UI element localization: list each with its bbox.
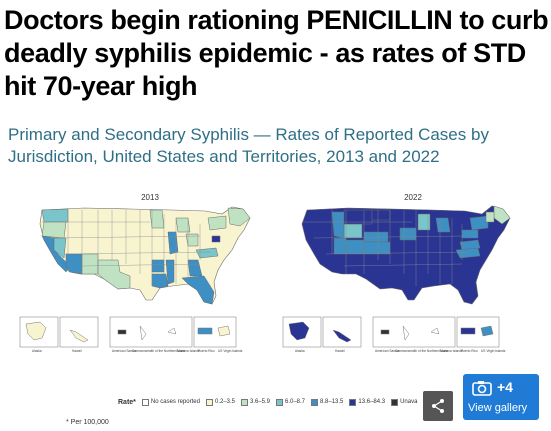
legend-label: Unava	[400, 399, 418, 405]
legend-swatch	[205, 398, 213, 406]
state-ny-2022	[469, 215, 489, 231]
legend-swatch	[391, 398, 399, 406]
state-wy-2022	[343, 223, 363, 239]
choropleth-maps: 2013 2022	[19, 193, 511, 353]
inset-hawaii-2022	[322, 316, 362, 348]
state-md-2013	[211, 235, 221, 243]
state-ut-2022	[333, 237, 347, 255]
state-nc-2013	[195, 247, 219, 259]
state-nm-2013	[81, 253, 99, 275]
territory-label-alaska-2013: Alaska	[32, 349, 42, 353]
territory-label-samoa-2013: American Samoa	[112, 349, 137, 353]
territory-label-alaska-2022: Alaska	[295, 349, 305, 353]
state-wi-2022	[417, 213, 431, 231]
map-year-2013: 2013	[141, 193, 159, 202]
gallery-label: View gallery	[468, 402, 528, 414]
state-az-2013	[65, 253, 83, 275]
territory-label-samoa-2022: American Samoa	[375, 349, 400, 353]
legend-item-13-6: 13.6–84.3	[349, 398, 386, 406]
inset-hawaii-2013	[59, 316, 99, 348]
legend-item-unavailable: Unava	[391, 398, 418, 406]
territory-label-pr-2022: Puerto Rico	[461, 349, 478, 353]
insets-2013	[19, 316, 237, 348]
territory-label-cnmi-2013: Commonwealth of the Northern Mariana Isl…	[132, 349, 200, 353]
state-mt-2022	[343, 209, 373, 225]
territory-label-hawaii-2022: Hawaii	[335, 349, 345, 353]
state-ms-2013	[165, 259, 175, 285]
territory-label-cnmi-2022: Commonwealth of the Northern Mariana Isl…	[395, 349, 463, 353]
share-icon	[432, 399, 444, 413]
legend-label: 0.2–3.5	[214, 399, 235, 405]
figure-footnote: * Per 100,000	[66, 419, 109, 426]
gallery-count: +4	[497, 379, 513, 395]
legend-label: 13.6–84.3	[358, 399, 386, 405]
camera-icon	[472, 381, 492, 396]
legend-item-no-cases: No cases reported	[141, 398, 200, 406]
state-wa-2013	[41, 208, 69, 223]
state-tx-2013	[97, 259, 131, 290]
us-map-2013	[39, 206, 251, 305]
state-nc-2022	[455, 247, 481, 259]
map-legend: Rate* No cases reported 0.2–3.5 3.6–5.9 …	[118, 396, 417, 408]
legend-swatch	[311, 398, 319, 406]
share-button[interactable]	[423, 391, 453, 421]
state-oh-2013	[185, 233, 199, 247]
state-co-2022	[345, 239, 365, 255]
syphilis-figure[interactable]: Primary and Secondary Syphilis — Rates o…	[0, 114, 551, 431]
state-il-2013	[167, 231, 179, 255]
state-ia-2022	[399, 227, 417, 241]
figure-title-line-1: Primary and Secondary Syphilis — Rates o…	[8, 125, 489, 144]
map-year-2022: 2022	[404, 193, 422, 202]
legend-label: No cases reported	[150, 399, 200, 405]
state-vt-2022	[485, 211, 495, 223]
state-ks-2022	[363, 241, 391, 255]
legend-swatch	[276, 398, 283, 406]
state-fl-2013	[181, 275, 215, 305]
territory-label-hawaii-2013: Hawaii	[72, 349, 82, 353]
territory-label-pr-2013: Puerto Rico	[198, 349, 215, 353]
state-mi-2013	[175, 217, 191, 233]
figure-title-line-2: Jurisdiction, United States and Territor…	[8, 147, 440, 166]
us-map-2022	[301, 205, 511, 305]
legend-swatch	[349, 398, 357, 406]
figure-title: Primary and Secondary Syphilis — Rates o…	[8, 124, 548, 168]
state-or-2013	[41, 221, 67, 239]
legend-label: 8.8–13.5	[320, 399, 344, 405]
legend-item-0-2: 0.2–3.5	[205, 398, 235, 406]
legend-item-6-0: 6.0–8.7	[276, 398, 306, 406]
insets-2022	[282, 316, 500, 348]
state-la-2013	[151, 273, 169, 289]
legend-item-8-8: 8.8–13.5	[311, 398, 344, 406]
legend-title: Rate*	[118, 398, 136, 406]
legend-label: 3.6–5.9	[249, 399, 270, 405]
territory-label-vi-2022: US Virgin Islands	[481, 349, 506, 353]
state-ne-2013	[227, 207, 251, 227]
state-pa-2022	[461, 229, 479, 239]
legend-swatch	[141, 398, 149, 406]
state-ar-2013	[151, 259, 165, 273]
territory-label-vi-2013: US Virgin Islands	[218, 349, 243, 353]
state-ny-2013	[207, 215, 227, 231]
state-id-2022	[331, 211, 345, 239]
territory-label-guam-2013: Guam	[176, 349, 185, 353]
legend-swatch	[240, 398, 248, 406]
headline: Doctors begin rationing PENICILLIN to cu…	[4, 5, 549, 101]
state-nd-2022	[371, 209, 391, 221]
legend-item-3-6: 3.6–5.9	[240, 398, 270, 406]
state-mi-2022	[435, 217, 451, 233]
territory-label-guam-2022: Guam	[439, 349, 448, 353]
view-gallery-button[interactable]: +4 View gallery	[463, 374, 539, 420]
state-va-2022	[459, 239, 481, 251]
legend-label: 6.0–8.7	[285, 399, 306, 405]
